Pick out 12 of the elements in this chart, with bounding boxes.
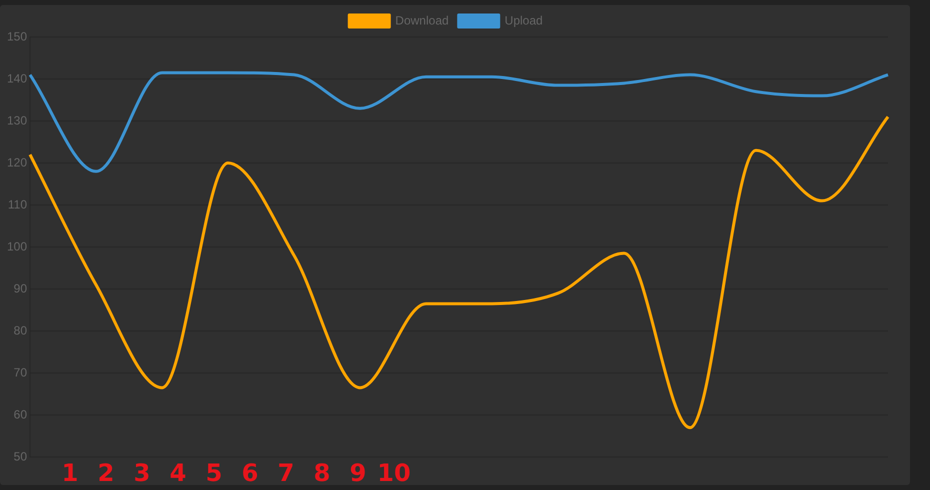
text: 3 xyxy=(134,459,150,487)
text: 9 xyxy=(350,459,366,487)
text: 6 xyxy=(242,459,258,487)
line-series xyxy=(28,71,890,173)
text: 5 xyxy=(206,459,222,487)
text: 2 xyxy=(98,459,114,487)
text: 8 xyxy=(314,459,330,487)
text: 1 xyxy=(62,459,78,487)
text: 10 xyxy=(377,459,411,487)
text: 4 xyxy=(170,459,186,487)
text: 7 xyxy=(278,459,294,487)
line-series xyxy=(28,115,890,430)
